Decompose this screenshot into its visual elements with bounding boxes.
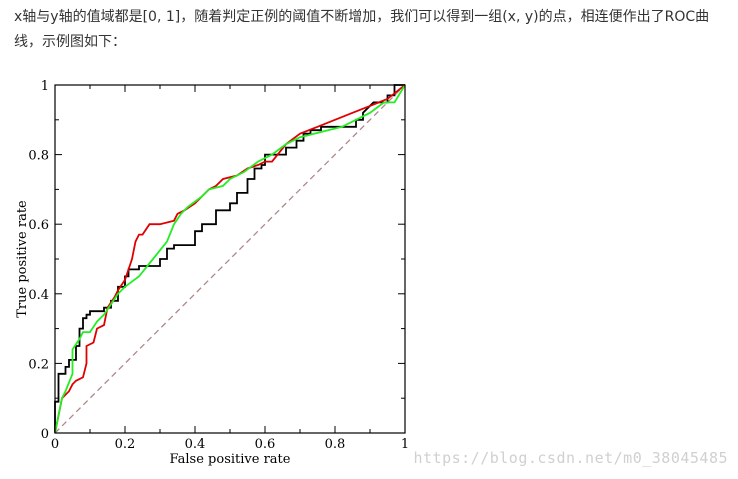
x-tick-label: 1: [401, 437, 409, 452]
plot-frame: [54, 84, 406, 434]
roc-series-line-green: [54, 84, 406, 434]
y-tick-label: 0.4: [28, 288, 49, 303]
x-tick-label: 0.2: [115, 437, 136, 452]
chart-labels-layer: 0 0.2 0.4 0.6 0.8 1 0 0.2 0.4 0.6 0.8 1 False positi…: [15, 79, 409, 467]
y-tick-label: 1: [41, 79, 49, 94]
chart-diagonal-layer: [54, 84, 406, 434]
x-tick-label: 0.6: [255, 437, 276, 452]
x-axis-label: False positive rate: [170, 452, 291, 467]
chart-series-layer: [54, 84, 406, 434]
x-tick-label: 0.4: [185, 437, 206, 452]
article-paragraph: x轴与y轴的值域都是[0, 1]，随着判定正例的阈值不断增加，我们可以得到一组(…: [14, 9, 710, 50]
y-tick-label: 0.2: [28, 357, 49, 372]
y-tick-label: 0: [41, 427, 49, 442]
y-tick-label: 0.6: [28, 218, 49, 233]
watermark-text: https://blog.csdn.net/m0_38045485: [413, 449, 728, 467]
chance-diagonal-line: [54, 84, 406, 434]
y-axis-label: True positive rate: [15, 200, 30, 318]
x-tick-label: 0.8: [325, 437, 346, 452]
roc-series-line-black: [54, 84, 405, 433]
chart-frame-layer: [54, 84, 406, 434]
x-tick-label: 0: [51, 437, 59, 452]
y-tick-label: 0.8: [28, 149, 49, 164]
